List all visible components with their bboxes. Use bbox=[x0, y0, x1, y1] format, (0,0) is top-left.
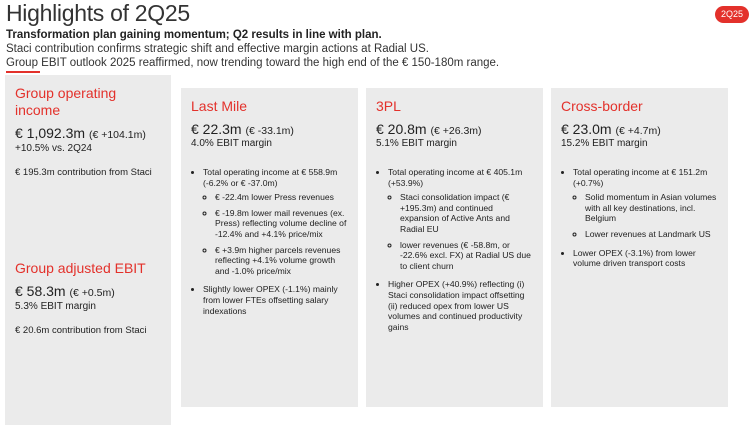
note: € 20.6m contribution from Staci bbox=[15, 325, 147, 336]
subtitle: Transformation plan gaining momentum; Q2… bbox=[6, 29, 382, 41]
value-change: (€ +4.7m) bbox=[615, 125, 661, 137]
panel-title: Cross-border bbox=[561, 98, 643, 114]
panel-title: Group operating income bbox=[15, 85, 117, 118]
bullet-text: Total operating income at € 151.2m (+0.7… bbox=[573, 167, 708, 188]
bullet-list: Total operating income at € 151.2m (+0.7… bbox=[561, 167, 718, 269]
slide: Highlights of 2Q25 2Q25 Transformation p… bbox=[0, 0, 756, 409]
value-change: (€ +26.3m) bbox=[430, 125, 482, 137]
value: € 22.3m (€ -33.1m) bbox=[191, 121, 348, 137]
bullet-list: Total operating income at € 405.1m (+53.… bbox=[376, 167, 533, 332]
bullet: Higher OPEX (+40.9%) reflecting (i) Stac… bbox=[388, 279, 533, 332]
bullet-text: Lower OPEX (-3.1%) from lower volume dri… bbox=[573, 247, 696, 269]
summary-panel: Group operating income € 1,092.3m (€ +104… bbox=[5, 75, 171, 263]
badge: 2Q25 bbox=[715, 6, 749, 23]
bullet: Total operating income at € 558.9m (-6.2… bbox=[203, 167, 348, 276]
bullet: Total operating income at € 405.1m (+53.… bbox=[388, 167, 533, 271]
value-change: (€ +0.5m) bbox=[69, 287, 115, 299]
panel-title: Last Mile bbox=[191, 98, 248, 114]
bullet-text: Total operating income at € 405.1m (+53.… bbox=[388, 167, 523, 188]
segment-panel: Last Mile € 22.3m (€ -33.1m) 4.0% EBIT mar… bbox=[181, 88, 358, 407]
segment-panel: Cross-border € 23.0m (€ +4.7m) 15.2% EBIT … bbox=[551, 88, 728, 407]
sub-bullet: Solid momentum in Asian volumes with all… bbox=[585, 192, 718, 224]
bullet: Total operating income at € 151.2m (+0.7… bbox=[573, 167, 718, 240]
sub-bullet: € -19.8m lower mail revenues (ex. Press)… bbox=[215, 208, 348, 240]
value-amount: € 22.3m bbox=[191, 121, 242, 137]
value-change: (€ -33.1m) bbox=[245, 125, 294, 137]
bullet-list: Total operating income at € 558.9m (-6.2… bbox=[191, 167, 348, 316]
value-amount: € 58.3m bbox=[15, 283, 66, 299]
bullet: Lower OPEX (-3.1%) from lower volume dri… bbox=[573, 248, 718, 269]
sub-bullet: € -22.4m lower Press revenues bbox=[215, 192, 348, 203]
note: +10.5% vs. 2Q24 bbox=[15, 143, 92, 154]
value-amount: € 20.8m bbox=[376, 121, 427, 137]
note: 5.3% EBIT margin bbox=[15, 301, 96, 312]
accent-bar bbox=[6, 71, 40, 73]
sub-list: € -22.4m lower Press revenues € -19.8m lo… bbox=[203, 192, 348, 276]
sub-bullet: Staci consolidation impact (€ +195.3m) a… bbox=[400, 192, 533, 234]
title: Highlights of 2Q25 bbox=[6, 0, 190, 26]
value: € 23.0m (€ +4.7m) bbox=[561, 121, 718, 137]
subtitle-line: Group EBIT outlook 2025 reaffirmed, now … bbox=[6, 57, 500, 69]
summary-panel: Group adjusted EBIT € 58.3m (€ +0.5m) 5.3%… bbox=[5, 250, 171, 425]
panel-title: 3PL bbox=[376, 98, 401, 114]
value-amount: € 23.0m bbox=[561, 121, 612, 137]
ebit-margin: 15.2% EBIT margin bbox=[561, 138, 648, 149]
panel-title: Group adjusted EBIT bbox=[15, 260, 146, 276]
subtitle-line: Staci contribution confirms strategic sh… bbox=[6, 43, 429, 55]
value: € 1,092.3m (€ +104.1m) bbox=[15, 125, 161, 141]
sub-list: Solid momentum in Asian volumes with all… bbox=[573, 192, 718, 239]
sub-bullet: lower revenues (€ -58.8m, or -22.6% excl… bbox=[400, 240, 533, 272]
bullet-text: Total operating income at € 558.9m (-6.2… bbox=[203, 167, 338, 188]
value-amount: € 1,092.3m bbox=[15, 125, 86, 141]
ebit-margin: 4.0% EBIT margin bbox=[191, 138, 272, 149]
note: € 195.3m contribution from Staci bbox=[15, 167, 152, 178]
value: € 20.8m (€ +26.3m) bbox=[376, 121, 533, 137]
sub-bullet: Lower revenues at Landmark US bbox=[585, 229, 718, 240]
sub-list: Staci consolidation impact (€ +195.3m) a… bbox=[388, 192, 533, 271]
bullet: Slightly lower OPEX (-1.1%) mainly from … bbox=[203, 284, 348, 316]
value: € 58.3m (€ +0.5m) bbox=[15, 283, 161, 299]
ebit-margin: 5.1% EBIT margin bbox=[376, 138, 457, 149]
value-change: (€ +104.1m) bbox=[88, 129, 146, 141]
segment-panel: 3PL € 20.8m (€ +26.3m)5.1% EBIT margin Tot… bbox=[366, 88, 543, 407]
bullet-text: Higher OPEX (+40.9%) reflecting (i) Stac… bbox=[388, 279, 525, 332]
bullet-text: Slightly lower OPEX (-1.1%) mainly from … bbox=[203, 284, 338, 316]
sub-bullet: € +3.9m higher parcels revenues reflecti… bbox=[215, 245, 348, 277]
